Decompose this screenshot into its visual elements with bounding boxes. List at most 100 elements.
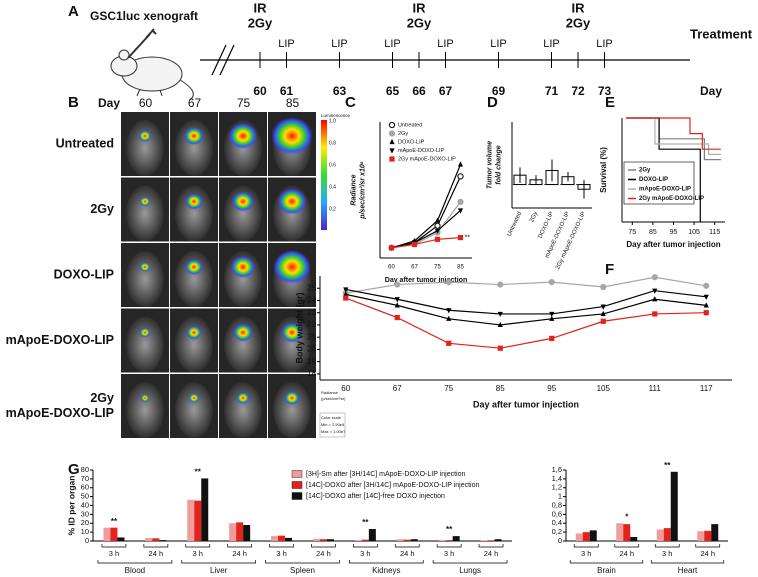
legend-swatch <box>291 470 303 478</box>
bar <box>117 537 125 541</box>
mouse-head <box>126 120 164 176</box>
y-tick-label: 0 <box>558 536 562 545</box>
colorbar-tick: 0.4 <box>329 184 336 190</box>
bar <box>326 539 334 541</box>
x-tick-label: 111 <box>649 384 662 393</box>
y-tick-label: 1 <box>558 492 562 501</box>
x-tick-label: 24 h <box>232 549 247 558</box>
category-bracket <box>436 544 462 548</box>
y-tick-label: 60 <box>81 483 89 492</box>
category-bracket <box>227 544 252 548</box>
y-tick-label: 0,8 <box>552 500 562 509</box>
timeline-treatment: LIP <box>437 38 454 50</box>
series-line <box>345 288 707 315</box>
timeline-treatment: LIP <box>543 38 560 50</box>
timeline-treatment: LIP <box>596 38 613 50</box>
bar <box>312 538 320 541</box>
marker <box>445 279 452 286</box>
mouse-head <box>273 382 311 438</box>
marker <box>703 282 710 289</box>
panel-label: B <box>68 94 79 111</box>
timeline-dose: 2Gy <box>407 15 432 30</box>
bar <box>396 539 404 541</box>
signal <box>284 391 300 405</box>
signal <box>273 250 311 284</box>
group-bracket <box>349 560 424 564</box>
marker <box>389 156 395 162</box>
marker <box>457 161 464 167</box>
series-line <box>391 164 462 249</box>
signal <box>233 323 253 342</box>
y-tick-label: 20 <box>307 345 316 354</box>
legend-label: [14C]-DOXO after [3H/14C] mApoE-DOXO-LIP… <box>306 482 479 489</box>
color-scale-text: Min = 2.50e5 <box>321 422 345 427</box>
bar <box>582 532 590 541</box>
bar <box>670 471 678 541</box>
mouse-illustration <box>110 28 194 101</box>
y-tick-label: 23 <box>307 308 316 317</box>
category-bracket <box>478 544 504 548</box>
y-tick-label: 0,4 <box>552 518 562 527</box>
marker <box>549 315 555 321</box>
group-bracket <box>181 560 256 564</box>
x-tick-label: 24 h <box>400 549 415 558</box>
signal <box>184 127 204 145</box>
colorbar-title: Luminescence <box>321 113 351 118</box>
x-tick-label: 60 <box>388 265 395 271</box>
category-bracket <box>573 544 599 548</box>
x-axis-label: Day after tumor injection <box>385 277 467 284</box>
timeline-day: 61 <box>280 84 294 98</box>
color-scale-text: Color scale <box>321 415 342 420</box>
panel-label: D <box>487 94 498 111</box>
y-axis-label: Survival (%) <box>599 147 608 193</box>
group-bracket <box>569 560 644 564</box>
y-tick-label: 80 <box>81 465 89 474</box>
x-tick-label: 24 h <box>149 549 164 558</box>
imaging-day: 67 <box>188 96 202 110</box>
signal <box>236 392 250 404</box>
imaging-day: 60 <box>139 96 153 110</box>
x-tick-label: 85 <box>496 384 505 393</box>
group-label: DOXO-LIP <box>54 267 114 281</box>
y-tick-label: 21 <box>307 332 316 341</box>
timeline-day: 69 <box>492 84 506 98</box>
timeline-day: 72 <box>571 84 585 98</box>
marker <box>457 235 464 241</box>
annotation: ** <box>362 518 369 527</box>
bar <box>494 539 502 541</box>
mouse-head <box>126 185 164 242</box>
imaging-day: 75 <box>237 96 251 110</box>
bar <box>368 529 376 541</box>
legend-label: mApoE-DOXO-LIP <box>398 148 444 154</box>
bar <box>278 535 286 541</box>
legend-label: 2Gy <box>398 131 408 137</box>
timeline-treatment: LIP <box>331 38 348 50</box>
x-tick-label: 75 <box>434 265 441 271</box>
timeline-day: 71 <box>545 84 559 98</box>
legend-label: [3H]-Sm after [3H/14C] mApoE-DOXO-LIP in… <box>306 471 465 478</box>
annotation: ** <box>195 468 202 477</box>
category-bracket <box>269 544 294 548</box>
bar <box>410 539 418 541</box>
y-axis-label: fold change <box>495 145 502 184</box>
marker <box>497 345 503 351</box>
x-tick-label: 3 h <box>662 549 672 558</box>
marker <box>497 311 503 318</box>
y-axis-label: % ID per organ <box>66 476 76 536</box>
y-tick-label: 25 <box>307 283 316 292</box>
bar <box>145 537 153 541</box>
signal <box>185 259 203 275</box>
y-axis-label: Body weight (gr) <box>294 293 304 364</box>
x-tick-label: 85 <box>649 229 657 236</box>
series-line <box>391 201 461 249</box>
timeline-treatment: LIP <box>278 38 295 50</box>
category-bracket <box>185 544 211 548</box>
x-tick-label: 105 <box>688 229 700 236</box>
y-tick-label: 1,4 <box>552 474 562 483</box>
bar <box>656 529 664 541</box>
category-bracket <box>695 544 721 548</box>
series-line <box>345 293 707 326</box>
survival-curve <box>626 117 721 150</box>
marker <box>457 208 464 214</box>
signal <box>140 394 150 402</box>
